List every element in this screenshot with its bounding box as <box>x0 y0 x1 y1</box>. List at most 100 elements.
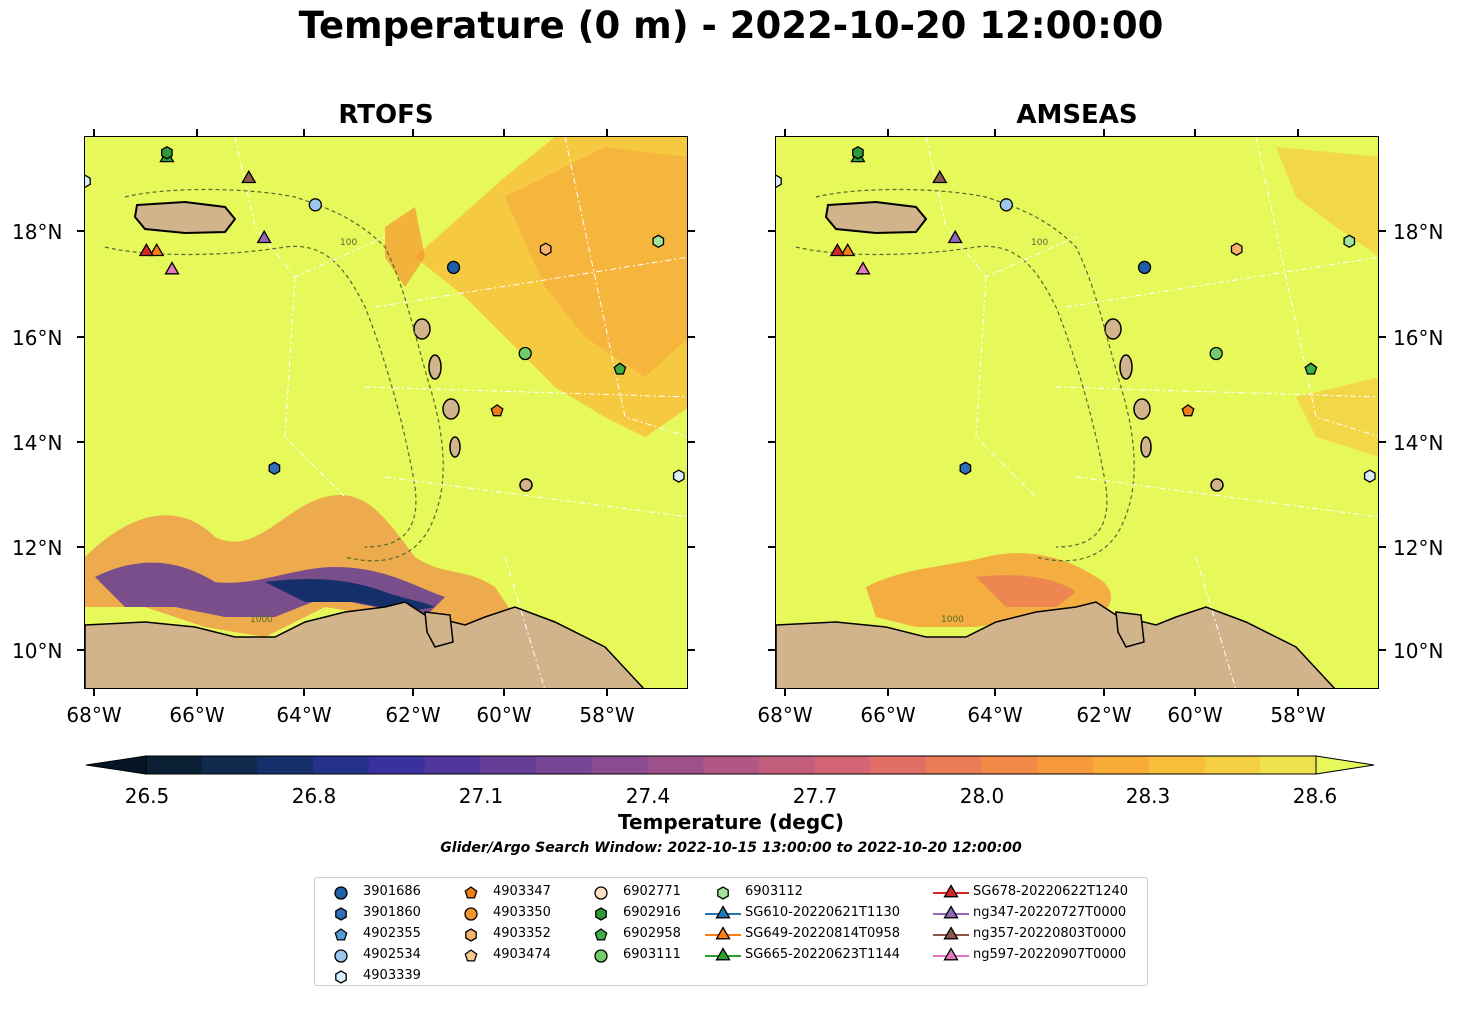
marker-ng357-20220803T0000 <box>241 169 257 184</box>
colorbar-tick: 27.7 <box>792 784 838 808</box>
rtofs-panel-title: RTOFS <box>338 100 434 130</box>
colorbar-swatch <box>814 756 871 774</box>
amseas-panel-title: AMSEAS <box>1016 100 1138 130</box>
legend-symbol <box>595 907 607 921</box>
legend-symbol <box>594 928 608 941</box>
colorbar-swatch <box>647 756 704 774</box>
figure-title: Temperature (0 m) - 2022-10-20 12:00:00 <box>298 4 1164 47</box>
trinidad-island <box>1115 611 1145 648</box>
colorbar-tick: 27.1 <box>458 784 504 808</box>
legend-symbol <box>334 928 348 941</box>
lat-label: 12°N <box>1393 536 1444 560</box>
warm-water-core <box>505 147 687 377</box>
marker-3901686 <box>446 260 461 275</box>
marker-4903339 <box>776 174 782 189</box>
legend-marker <box>465 928 477 942</box>
legend-symbol <box>334 886 348 900</box>
colorbar-swatch <box>146 756 203 774</box>
lon-label: 58°W <box>579 703 635 727</box>
rtofs-markers <box>85 145 685 483</box>
search-window-caption: Glider/Argo Search Window: 2022-10-15 13… <box>440 840 1022 856</box>
marker-ng597-20220907T0000 <box>855 261 871 275</box>
legend-label: 6903112 <box>745 884 803 899</box>
legend-label: 4903474 <box>493 947 551 962</box>
legend-marker <box>594 886 608 900</box>
legend-label: 4903352 <box>493 926 551 941</box>
legend-label: 6903111 <box>623 947 681 962</box>
legend-label: SG665-20220623T1144 <box>745 947 901 962</box>
barbados-island <box>1210 478 1224 492</box>
colorbar-extend-low <box>86 755 147 775</box>
legend-symbol <box>594 949 608 963</box>
marker-6903111 <box>518 346 532 361</box>
colorbar-swatch <box>536 756 593 774</box>
eez-boundaries <box>925 137 1378 688</box>
marker-6903111 <box>1209 346 1223 361</box>
marker-ng347-20220727T0000 <box>256 229 272 244</box>
legend-marker <box>717 886 729 900</box>
lat-label: 14°N <box>12 431 63 455</box>
legend-label: ng597-20220907T0000 <box>973 947 1127 962</box>
colorbar-swatch <box>313 756 370 774</box>
puerto-rico-island <box>824 200 928 235</box>
legend-marker <box>933 905 969 919</box>
lon-label: 64°W <box>276 703 332 727</box>
marker-SG649-20220814T0958 <box>840 243 856 257</box>
legend-symbol <box>943 926 959 940</box>
lat-label: 16°N <box>12 326 63 350</box>
legend-label: 4903339 <box>363 968 421 983</box>
marker-4903339b <box>1363 469 1376 483</box>
colorbar-swatch <box>758 756 816 774</box>
colorbar-swatch <box>257 756 314 774</box>
guadeloupe-island <box>413 318 431 340</box>
marker-ng597-20220907T0000 <box>164 261 180 275</box>
colorbar-label: Temperature (degC) <box>618 810 844 834</box>
legend-label: SG649-20220814T0958 <box>745 926 901 941</box>
marker-4903352 <box>539 242 552 256</box>
marker-SG649-20220814T0958 <box>149 243 165 257</box>
colorbar-swatch <box>1260 756 1317 774</box>
marker-3901860 <box>268 461 281 476</box>
lon-label: 66°W <box>860 703 916 727</box>
cool-band-core <box>265 579 435 612</box>
colorbar-swatch <box>1037 756 1094 774</box>
legend-symbol <box>715 926 731 940</box>
colorbar-swatch <box>480 756 537 774</box>
colorbar-swatch <box>201 756 258 774</box>
marker-6902916 <box>852 145 864 160</box>
marker-ng347-20220727T0000 <box>947 229 963 244</box>
contour-label-1000: 1000 <box>941 615 964 625</box>
legend-label: 4902534 <box>363 947 421 962</box>
legend-marker <box>464 949 478 962</box>
rtofs-map[interactable]: 100 1000 <box>84 136 688 689</box>
amseas-markers <box>776 145 1376 483</box>
colorbar-swatch <box>1148 756 1206 774</box>
colorbar-swatch <box>424 756 481 774</box>
legend-marker <box>933 926 969 940</box>
eez-boundaries <box>234 137 687 688</box>
colorbar-swatch <box>926 756 983 774</box>
legend-symbol <box>594 886 608 900</box>
legend-marker <box>594 928 608 941</box>
lat-label: 16°N <box>1393 326 1444 350</box>
legend-marker <box>705 905 741 919</box>
colorbar-tick: 28.0 <box>959 784 1005 808</box>
marker-6903112 <box>1343 234 1356 249</box>
colorbar-tick: 28.3 <box>1125 784 1171 808</box>
legend-label: ng357-20220803T0000 <box>973 926 1127 941</box>
amseas-map[interactable]: 100 1000 <box>775 136 1379 689</box>
contour-label-100: 100 <box>1031 238 1048 248</box>
lon-label: 62°W <box>1076 703 1132 727</box>
legend-marker <box>933 884 969 898</box>
depth-contour-1000 <box>104 245 417 548</box>
rtofs-map-canvas: 100 1000 <box>85 137 687 688</box>
marker-4903347 <box>1181 404 1195 417</box>
lat-label: 18°N <box>1393 220 1444 244</box>
colorbar-swatch <box>703 756 760 774</box>
legend-symbol <box>464 886 478 899</box>
legend-symbol <box>943 947 959 961</box>
legend: 3901686 3901860 4902355 4902534 4903339 49033… <box>314 877 1148 986</box>
lon-label: 60°W <box>476 703 532 727</box>
legend-marker <box>595 907 607 921</box>
lat-label: 12°N <box>12 536 63 560</box>
